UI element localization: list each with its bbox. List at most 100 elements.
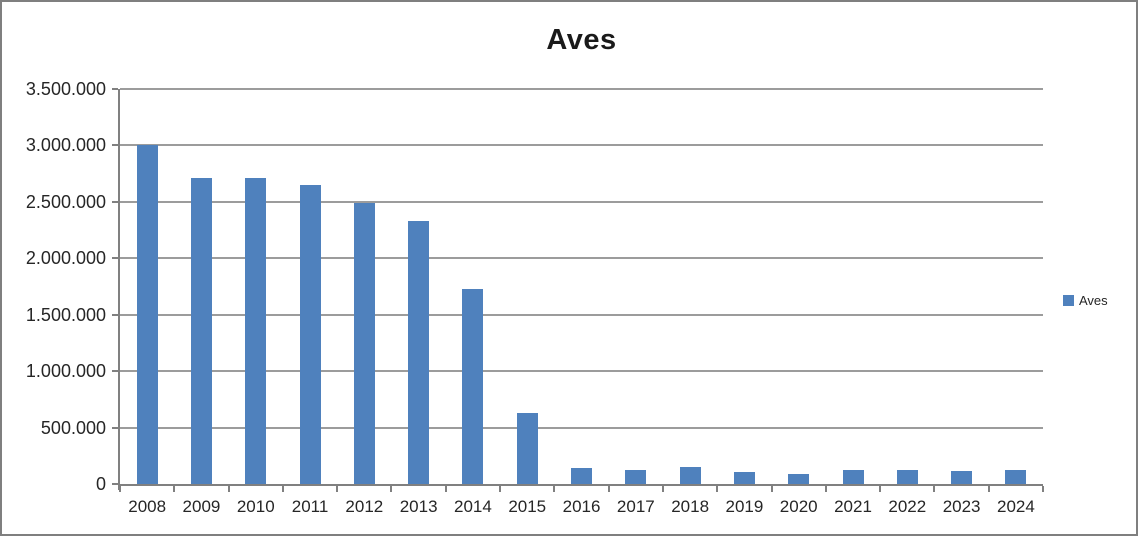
bar-cell (283, 89, 337, 484)
x-tick-mark (173, 486, 176, 492)
y-axis-ticks (112, 88, 118, 485)
bar-cell (663, 89, 717, 484)
bar-cell (120, 89, 174, 484)
bar-cell (717, 89, 771, 484)
bar-cell (446, 89, 500, 484)
x-axis-line (118, 484, 1043, 486)
bars-row (120, 89, 1043, 484)
x-tick-mark (879, 486, 882, 492)
bar-2017 (625, 469, 647, 484)
legend-label: Aves (1079, 293, 1108, 308)
y-tick-mark (112, 313, 118, 316)
x-tick-mark (824, 486, 827, 492)
x-tick-label: 2013 (399, 497, 438, 516)
x-tick-label: 2012 (345, 497, 384, 516)
x-tick-label: 2018 (671, 497, 710, 516)
bar-cell (500, 89, 554, 484)
gridline (120, 313, 1043, 316)
x-tick-mark (661, 486, 664, 492)
y-tick-label: 2.500.000 (25, 191, 106, 212)
x-tick-label: 2008 (128, 497, 167, 516)
bar-2016 (571, 468, 593, 484)
bar-2010 (245, 178, 267, 484)
y-tick-label: 0 (95, 474, 106, 494)
x-tick-mark (607, 486, 610, 492)
y-tick-mark (112, 200, 118, 203)
bar-cell (934, 89, 988, 484)
y-tick-mark (112, 370, 118, 373)
x-tick-mark (336, 486, 339, 492)
gridline (120, 257, 1043, 260)
x-tick-mark (444, 486, 447, 492)
bar-2015 (516, 412, 538, 484)
bar-2014 (462, 288, 484, 484)
x-tick-mark (227, 486, 230, 492)
bar-2021 (842, 470, 864, 484)
x-tick-mark (716, 486, 719, 492)
legend-swatch-icon (1063, 295, 1074, 306)
x-tick-label: 2011 (291, 497, 329, 516)
plot-area (120, 88, 1043, 484)
bar-cell (554, 89, 608, 484)
bar-cell (826, 89, 880, 484)
y-tick-label: 1.000.000 (25, 361, 106, 382)
y-tick-label: 1.500.000 (25, 304, 106, 325)
x-tick-label: 2009 (182, 497, 221, 516)
x-tick-label: 2016 (562, 497, 601, 516)
bar-2018 (679, 467, 701, 484)
bar-2019 (733, 471, 755, 484)
bar-2009 (190, 178, 212, 484)
gridline (120, 200, 1043, 203)
x-tick-label: 2015 (508, 497, 547, 516)
x-tick-mark (553, 486, 556, 492)
bar-cell (989, 89, 1043, 484)
y-tick-label: 3.000.000 (25, 135, 106, 156)
y-tick-mark (112, 483, 118, 485)
bar-2011 (299, 184, 321, 484)
bar-2022 (896, 469, 918, 484)
gridline (120, 426, 1043, 429)
x-tick-label: 2023 (942, 497, 981, 516)
x-axis-labels: 2008 2009 2010 2011 2012 2013 2014 2015 2016 2017… (120, 495, 1043, 519)
bar-cell (337, 89, 391, 484)
bar-cell (772, 89, 826, 484)
x-tick-mark (770, 486, 773, 492)
y-axis-labels: 0 500.000 1.000.000 1.500.000 2.000.000 2.500… (2, 79, 106, 494)
x-tick-label: 2019 (725, 497, 764, 516)
bar-cell (880, 89, 934, 484)
bar-cell (174, 89, 228, 484)
x-tick-mark (119, 486, 121, 492)
x-tick-mark (987, 486, 990, 492)
x-tick-mark (390, 486, 393, 492)
x-tick-mark (1042, 486, 1044, 492)
x-axis-tick-marks (119, 486, 1044, 492)
y-tick-mark (112, 257, 118, 260)
x-tick-mark (499, 486, 502, 492)
gridline (120, 144, 1043, 147)
bar-2008 (136, 145, 158, 484)
bar-2012 (353, 203, 375, 484)
chart-title: Aves (546, 24, 617, 56)
y-tick-mark (112, 426, 118, 429)
x-tick-label: 2017 (616, 497, 655, 516)
y-axis-line (118, 89, 120, 490)
y-tick-label: 2.000.000 (25, 248, 106, 269)
bar-cell (229, 89, 283, 484)
gridline (120, 370, 1043, 373)
bar-2023 (951, 471, 973, 484)
x-tick-label: 2010 (236, 497, 275, 516)
y-tick-label: 3.500.000 (25, 79, 106, 99)
bar-cell (391, 89, 445, 484)
bar-cell (609, 89, 663, 484)
x-tick-label: 2021 (834, 497, 872, 516)
y-tick-mark (112, 144, 118, 147)
x-tick-mark (281, 486, 284, 492)
y-tick-mark (112, 88, 118, 90)
x-tick-label: 2024 (996, 497, 1035, 516)
gridline (120, 88, 1043, 90)
bar-2020 (788, 474, 810, 484)
x-tick-label: 2014 (454, 497, 492, 516)
x-tick-label: 2020 (779, 497, 818, 516)
x-tick-label: 2022 (888, 497, 927, 516)
